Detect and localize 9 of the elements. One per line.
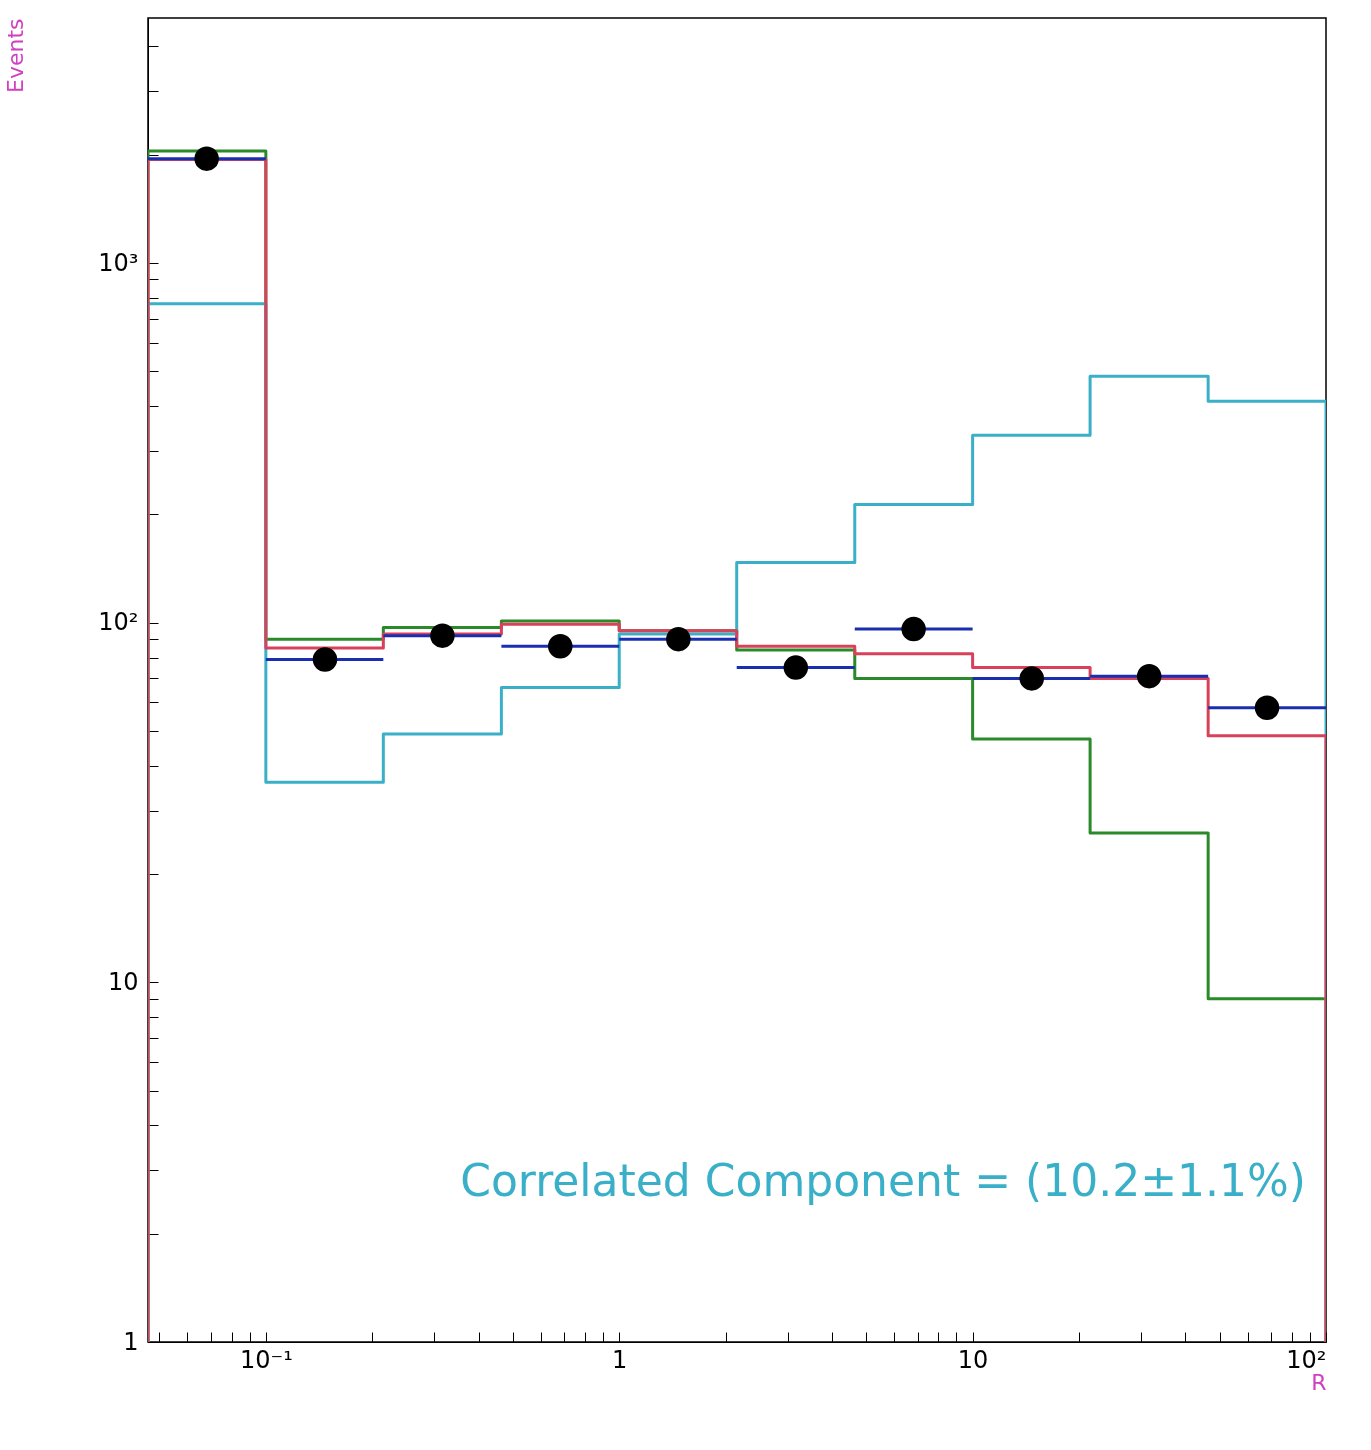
x-tick-label: 10: [957, 1345, 989, 1374]
y-tick-label: 1: [123, 1327, 139, 1356]
y-tick-label: 10: [107, 967, 139, 996]
annotation: Correlated Component = (10.2±1.1%): [460, 1155, 1306, 1207]
y-tick-label: 10³: [98, 248, 139, 277]
y-axis-title: Events: [3, 18, 29, 93]
x-tick-label: 10⁻¹: [239, 1345, 293, 1374]
y-tick-label: 10²: [98, 608, 139, 637]
x-tick-label: 1: [612, 1345, 628, 1374]
